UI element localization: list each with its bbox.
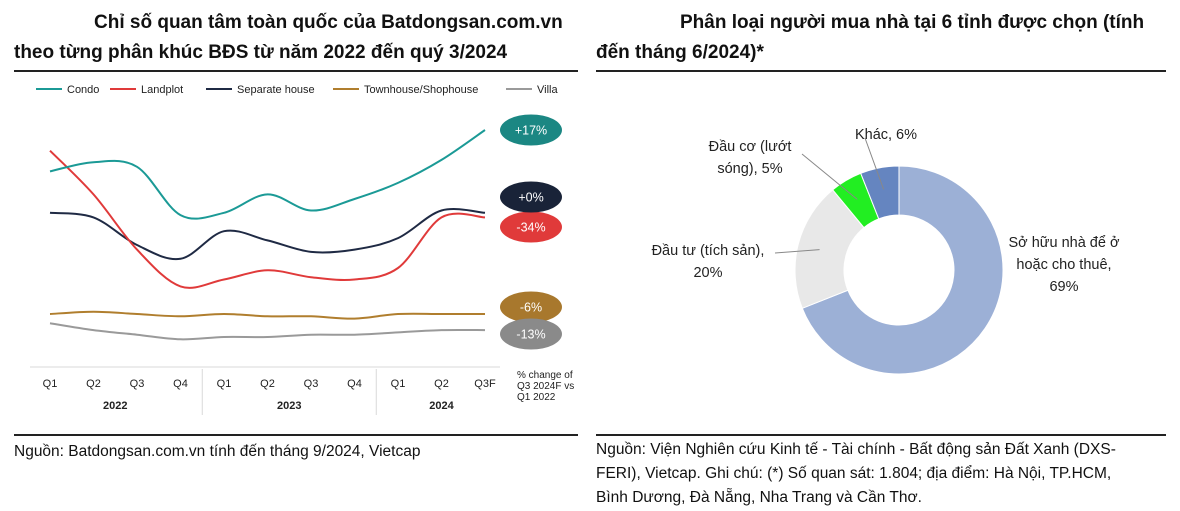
donut-chart: Sở hữu nhà để ở hoặc cho thuê, 69% Đầu tư (… [652, 127, 1120, 375]
donut-label-2: sóng), 5% [717, 161, 782, 177]
donut-slice-3 [860, 165, 900, 220]
donut-chart-title: Phân loại người mua nhà tại 6 tỉnh được … [596, 8, 1166, 68]
legend-label-separate-house: Separate house [237, 84, 315, 96]
donut-chart-top-rule [596, 70, 1166, 72]
x-tick-label: Q3 [130, 378, 145, 390]
x-tick-label: Q1 [217, 378, 232, 390]
x-tick-label: Q2 [260, 378, 275, 390]
x-tick-label: Q3 [304, 378, 319, 390]
legend-label-landplot: Landplot [141, 84, 183, 96]
donut-label-0: Sở hữu nhà để ở [1009, 235, 1120, 251]
change-label-condo: +17% [515, 124, 547, 138]
x-tick-label: Q2 [434, 378, 449, 390]
series-line-landplot [49, 149, 486, 289]
x-tick-label: Q4 [173, 378, 188, 390]
donut-leader-line [864, 137, 885, 190]
change-badge-villa [500, 318, 562, 350]
change-axis-label: % change of [517, 370, 573, 381]
donut-source-line3: Bình Dương, Đà Nẵng, Nha Trang và Cần Th… [596, 489, 922, 506]
donut-source-line2: FERI), Vietcap. Ghi chú: (*) Số quan sát… [596, 465, 1112, 482]
series-line-separate-house [49, 208, 486, 261]
donut-leader-line [801, 153, 858, 200]
line-chart: Condo Landplot Separate house Townhouse/Sho… [30, 84, 574, 415]
donut-label-0: 69% [1049, 279, 1078, 295]
change-label-villa: -13% [516, 328, 545, 342]
legend-label-condo: Condo [67, 84, 99, 96]
line-chart-top-rule [14, 70, 578, 72]
donut-source-line1: Nguồn: Viện Nghiên cứu Kinh tế - Tài chí… [596, 441, 1116, 458]
x-tick-label: Q1 [43, 378, 58, 390]
line-chart-source: Nguồn: Batdongsan.com.vn tính đến tháng … [14, 443, 421, 460]
change-axis-label: Q1 2022 [517, 392, 556, 403]
donut-leader-line [774, 249, 820, 254]
change-badge-townhouse-shophouse [500, 291, 562, 323]
legend-label-townhouse-shophouse: Townhouse/Shophouse [364, 84, 478, 96]
right-panel: Phân loại người mua nhà tại 6 tỉnh được … [590, 0, 1180, 511]
x-tick-label: Q1 [391, 378, 406, 390]
change-badge-landplot [500, 211, 562, 243]
donut-slice-0 [801, 165, 1004, 375]
x-tick-label: Q3F [474, 378, 496, 390]
change-badge-condo [500, 114, 562, 146]
left-panel: Chỉ số quan tâm toàn quốc của Batdongsan… [0, 0, 580, 511]
donut-chart-title-line2: đến tháng 6/2024)* [596, 42, 764, 63]
donut-label-2: Đầu cơ (lướt [709, 139, 792, 155]
legend-label-villa: Villa [537, 84, 558, 96]
legend-item-townhouse-shophouse: Townhouse/Shophouse [333, 84, 478, 96]
series-line-villa [49, 322, 486, 341]
year-label-2024: 2024 [429, 400, 454, 412]
change-badge-separate-house [500, 181, 562, 213]
line-chart-title-line1: Chỉ số quan tâm toàn quốc của Batdongsan… [94, 12, 563, 33]
year-label-2023: 2023 [277, 400, 301, 412]
year-label-2022: 2022 [103, 400, 127, 412]
change-label-landplot: -34% [516, 221, 545, 235]
change-axis-label: Q3 2024F vs [517, 381, 574, 392]
legend-item-landplot: Landplot [110, 84, 183, 96]
x-tick-label: Q4 [347, 378, 362, 390]
donut-chart-source: Nguồn: Viện Nghiên cứu Kinh tế - Tài chí… [596, 438, 1176, 510]
legend-item-condo: Condo [36, 84, 99, 96]
donut-label-0: hoặc cho thuê, [1016, 257, 1111, 273]
series-line-condo [49, 129, 486, 220]
line-chart-title: Chỉ số quan tâm toàn quốc của Batdongsan… [14, 8, 574, 68]
series-line-townhouse-shophouse [49, 310, 485, 320]
line-chart-bottom-rule [14, 434, 578, 436]
change-label-townhouse-shophouse: -6% [520, 301, 542, 315]
legend-item-separate-house: Separate house [206, 84, 315, 96]
donut-label-1: 20% [693, 265, 722, 281]
x-tick-label: Q2 [86, 378, 101, 390]
donut-chart-bottom-rule [596, 434, 1166, 436]
donut-label-3: Khác, 6% [855, 127, 917, 143]
legend-item-villa: Villa [506, 84, 558, 96]
line-chart-title-line2: theo từng phân khúc BĐS từ năm 2022 đến … [14, 42, 508, 63]
change-label-separate-house: +0% [518, 191, 543, 205]
donut-chart-title-line1: Phân loại người mua nhà tại 6 tỉnh được … [680, 12, 1145, 33]
donut-label-1: Đầu tư (tích sản), [652, 243, 765, 259]
